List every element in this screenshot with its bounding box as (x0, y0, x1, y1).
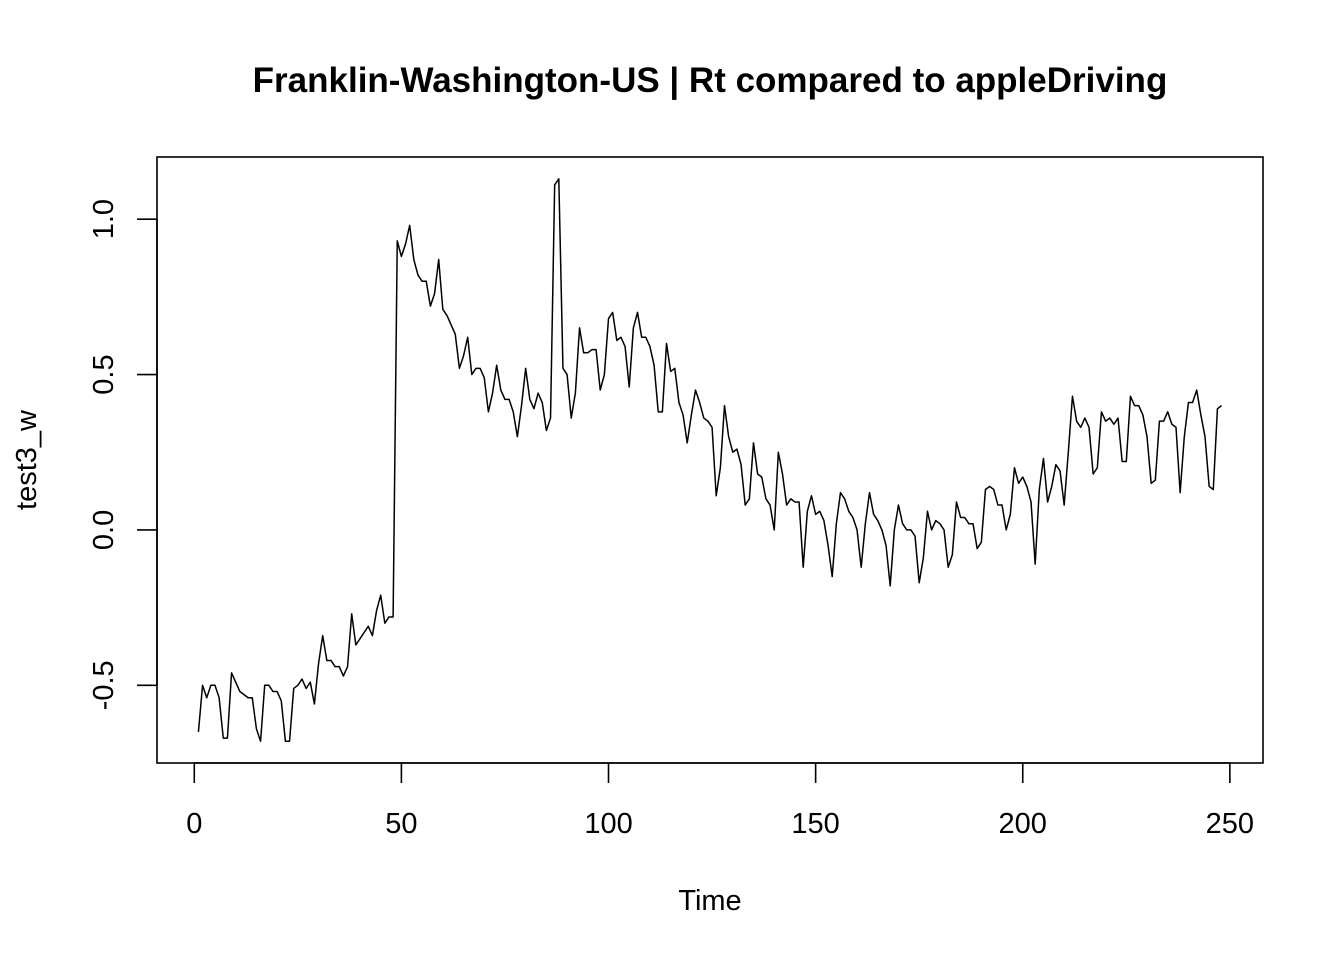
x-tick-label: 250 (1206, 808, 1254, 840)
y-tick-label: -0.5 (88, 660, 120, 710)
x-tick-label: 0 (186, 808, 202, 840)
x-tick-label: 200 (999, 808, 1047, 840)
y-tick-label: 1.0 (88, 199, 120, 239)
y-axis-label: test3_w (11, 409, 43, 510)
y-tick-label: 0.5 (88, 354, 120, 394)
x-tick-label: 100 (584, 808, 632, 840)
y-axis: -0.5 0.0 0.5 1.0 (88, 199, 158, 710)
x-axis-label: Time (678, 885, 741, 917)
x-tick-label: 50 (385, 808, 417, 840)
x-axis: 0 50 100 150 200 250 (186, 762, 1254, 840)
series-line (197, 178, 1223, 742)
x-tick-label: 150 (791, 808, 839, 840)
plot-frame (156, 156, 1264, 764)
y-tick-label: 0.0 (88, 510, 120, 550)
chart-title: Franklin-Washington-US | Rt compared to … (253, 61, 1168, 100)
